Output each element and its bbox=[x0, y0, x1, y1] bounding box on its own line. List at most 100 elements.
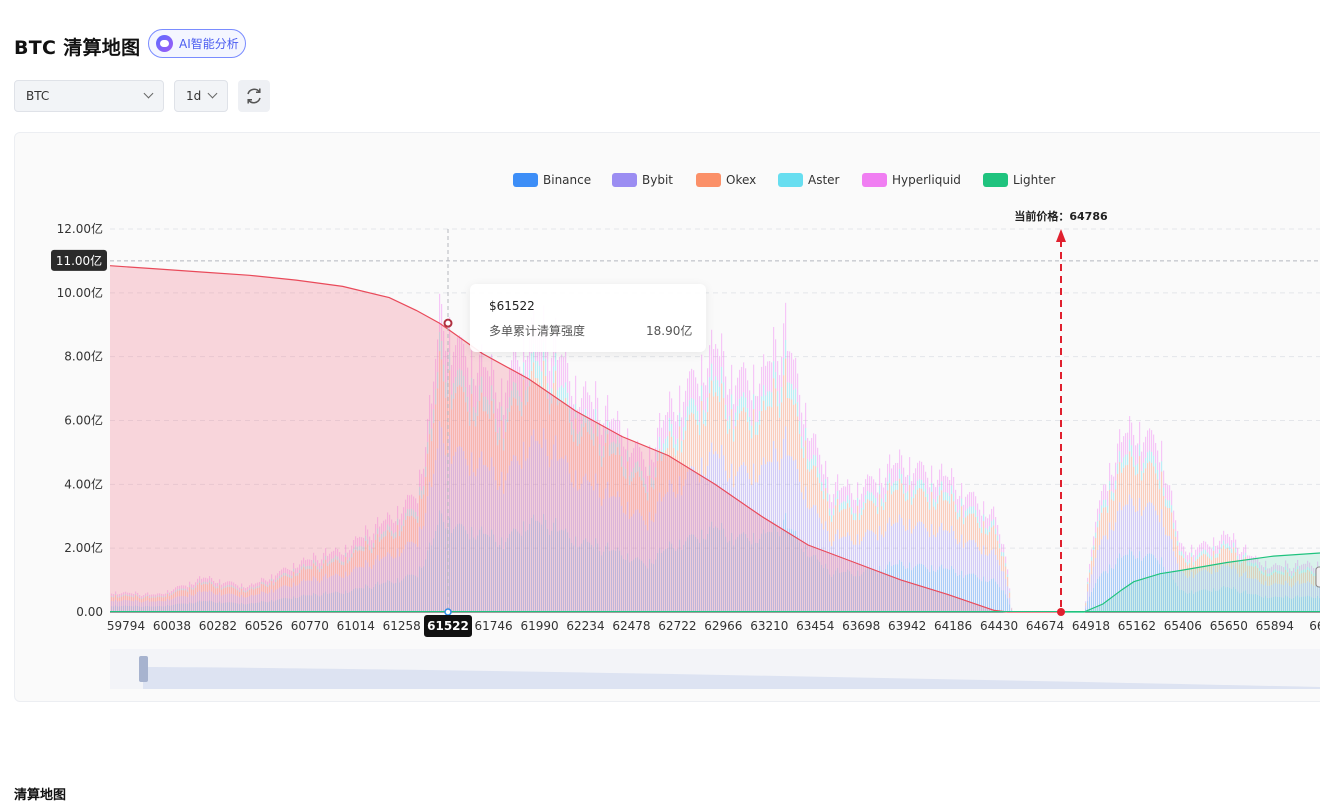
liquidation-bar bbox=[799, 482, 800, 543]
liquidation-bar bbox=[887, 491, 888, 524]
liquidation-bar bbox=[833, 515, 834, 541]
liquidation-bar bbox=[945, 492, 946, 500]
zoom-slider[interactable] bbox=[110, 649, 1320, 689]
liquidation-bar bbox=[1203, 541, 1204, 550]
liquidation-bar bbox=[879, 526, 880, 566]
liquidation-bar bbox=[851, 515, 852, 541]
liquidation-bar bbox=[845, 502, 846, 510]
liquidation-bar bbox=[1233, 533, 1234, 542]
liquidation-bar bbox=[1127, 504, 1128, 554]
liquidation-bar bbox=[915, 486, 916, 495]
liquidation-bar bbox=[1209, 554, 1210, 558]
x-tick-label: 62234 bbox=[566, 619, 604, 633]
liquidation-bar bbox=[689, 415, 690, 468]
liquidation-bar bbox=[913, 529, 914, 568]
liquidation-bar bbox=[855, 500, 856, 513]
liquidation-bar bbox=[1163, 496, 1164, 527]
liquidation-bar bbox=[569, 381, 570, 409]
liquidation-bar bbox=[967, 509, 968, 516]
liquidation-bar bbox=[851, 493, 852, 507]
x-tick-label: 61258 bbox=[383, 619, 421, 633]
liquidation-bar bbox=[907, 500, 908, 530]
liquidation-bar bbox=[733, 404, 734, 429]
liquidation-bar bbox=[1005, 563, 1006, 566]
liquidation-bar bbox=[881, 506, 882, 534]
liquidation-bar bbox=[891, 494, 892, 526]
liquidation-bar bbox=[1217, 545, 1218, 553]
liquidation-bar bbox=[999, 534, 1000, 543]
liquidation-bar bbox=[955, 539, 956, 573]
liquidation-bar bbox=[979, 551, 980, 580]
liquidation-bar bbox=[969, 540, 970, 574]
liquidation-bar bbox=[1155, 473, 1156, 510]
liquidation-bar bbox=[545, 359, 546, 376]
liquidation-bar bbox=[927, 502, 928, 532]
liquidation-bar bbox=[937, 533, 938, 570]
liquidation-bar bbox=[995, 517, 996, 528]
liquidation-bar bbox=[999, 565, 1000, 587]
liquidation-bar bbox=[1091, 549, 1092, 557]
liquidation-bar bbox=[1097, 550, 1098, 579]
liquidation-bar bbox=[959, 496, 960, 510]
liquidation-bar bbox=[809, 441, 810, 462]
liquidation-bar bbox=[929, 510, 930, 537]
liquidation-bar bbox=[769, 391, 770, 406]
liquidation-bar bbox=[981, 527, 982, 533]
liquidation-bar bbox=[1181, 556, 1182, 571]
liquidation-bar bbox=[1095, 522, 1096, 533]
liquidation-bar bbox=[737, 406, 738, 420]
liquidation-bar bbox=[697, 425, 698, 475]
liquidation-bar bbox=[1093, 545, 1094, 550]
liquidation-bar bbox=[835, 498, 836, 506]
liquidation-bar bbox=[965, 497, 966, 511]
liquidation-bar bbox=[893, 483, 894, 492]
liquidation-bar bbox=[973, 492, 974, 506]
liquidation-bar bbox=[789, 456, 790, 529]
liquidation-bar bbox=[1133, 467, 1134, 506]
liquidation-bar bbox=[971, 514, 972, 540]
liquidation-bar bbox=[885, 494, 886, 502]
liquidation-bar bbox=[909, 485, 910, 519]
liquidation-bar bbox=[1009, 588, 1010, 591]
x-tick-label: 63698 bbox=[842, 619, 880, 633]
liquidation-bar bbox=[991, 521, 992, 527]
liquidation-bar bbox=[1143, 442, 1144, 462]
liquidation-bar bbox=[885, 531, 886, 569]
liquidation-bar bbox=[969, 492, 970, 506]
liquidation-bar bbox=[787, 455, 788, 528]
liquidation-bar bbox=[1007, 586, 1008, 598]
liquidation-bar bbox=[991, 509, 992, 521]
liquidation-bar bbox=[727, 421, 728, 434]
liquidation-bar bbox=[1157, 480, 1158, 516]
liquidation-bar bbox=[675, 444, 676, 455]
liquidation-bar bbox=[1007, 577, 1008, 586]
liquidation-bar bbox=[877, 492, 878, 506]
liquidation-bar bbox=[957, 499, 958, 513]
liquidation-bar bbox=[989, 581, 990, 612]
liquidation-bar bbox=[891, 526, 892, 566]
chart-tooltip: $61522 多单累计清算强度 18.90亿 bbox=[470, 284, 706, 352]
liquidation-bar bbox=[759, 411, 760, 425]
liquidation-bar bbox=[685, 417, 686, 430]
liquidation-bar bbox=[1147, 452, 1148, 463]
liquidation-bar bbox=[1131, 423, 1132, 446]
liquidation-bar bbox=[839, 505, 840, 512]
liquidation-bar bbox=[931, 466, 932, 484]
liquidation-bar bbox=[903, 468, 904, 485]
liquidation-bar bbox=[703, 410, 704, 424]
liquidation-bar bbox=[985, 555, 986, 582]
liquidation-bar bbox=[893, 491, 894, 523]
liquidation-bar bbox=[551, 358, 552, 389]
liquidation-bar bbox=[1173, 511, 1174, 523]
liquidation-bar bbox=[907, 530, 908, 568]
liquidation-bar bbox=[729, 416, 730, 429]
liquidation-bar bbox=[775, 448, 776, 524]
liquidation-bar bbox=[857, 498, 858, 506]
liquidation-bar bbox=[1141, 480, 1142, 515]
liquidation-bar bbox=[1151, 452, 1152, 463]
liquidation-bar bbox=[1191, 545, 1192, 553]
liquidation-bar bbox=[1229, 537, 1230, 546]
liquidation-bar bbox=[1177, 531, 1178, 541]
liquidation-bar bbox=[1177, 546, 1178, 564]
